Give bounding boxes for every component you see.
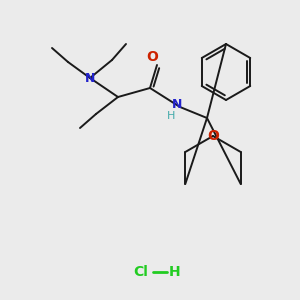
Text: N: N [85, 71, 95, 85]
Text: O: O [146, 50, 158, 64]
Text: H: H [169, 265, 181, 279]
Text: N: N [172, 98, 182, 112]
Text: O: O [207, 129, 219, 143]
Text: Cl: Cl [134, 265, 148, 279]
Text: H: H [167, 111, 175, 121]
